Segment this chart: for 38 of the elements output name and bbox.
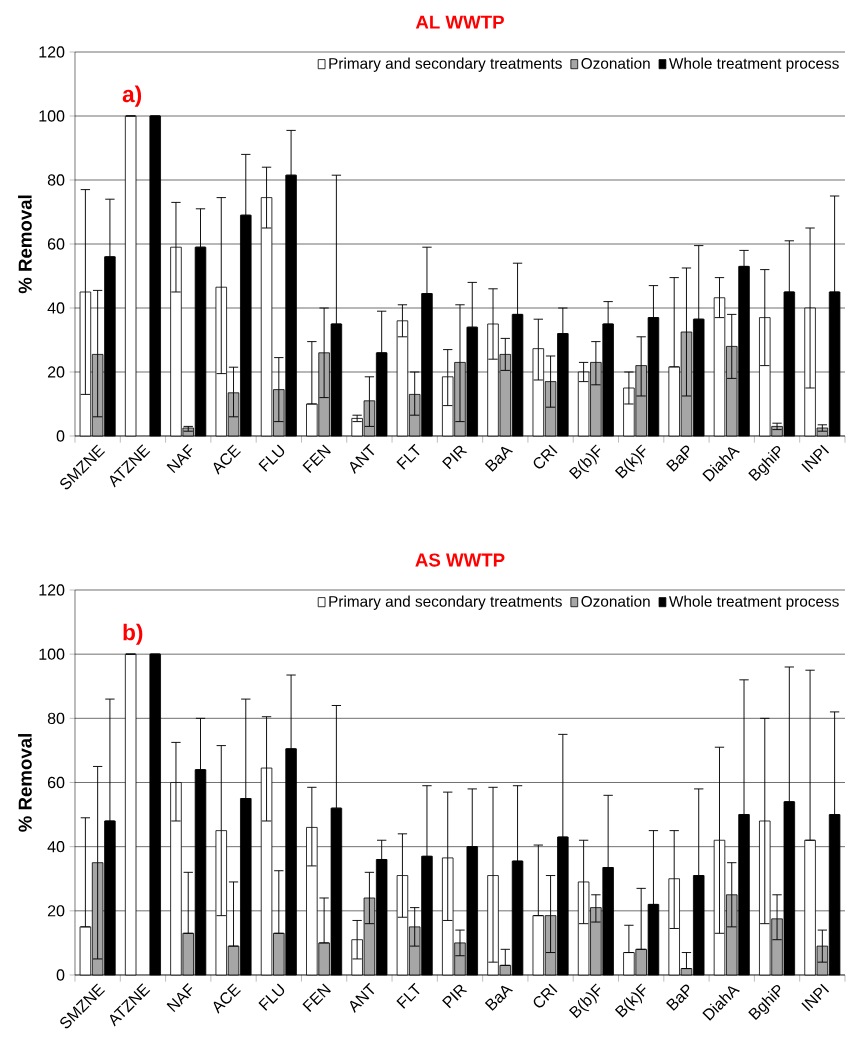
- y-tick-label: 20: [47, 905, 65, 917]
- y-tick-label: 0: [56, 969, 65, 981]
- x-tick-label: CRI: [533, 444, 558, 469]
- legend-label: Ozonation: [581, 57, 650, 69]
- y-tick-label: 120: [39, 46, 65, 58]
- x-tick-label: INPI: [801, 444, 830, 473]
- legend-label: Whole treatment process: [669, 57, 839, 72]
- y-axis-title: % Removal: [18, 734, 32, 832]
- y-tick-label: 100: [39, 648, 65, 660]
- y-tick-label: 120: [39, 584, 65, 596]
- x-tick-label: INPI: [801, 983, 830, 1012]
- x-tick-label: PIR: [442, 984, 468, 1009]
- x-tick-label: CRI: [533, 983, 558, 1008]
- annotation: a): [122, 85, 142, 107]
- x-tick-label: BaA: [484, 985, 514, 1011]
- x-tick-label: BaA: [484, 446, 514, 472]
- x-tick-label: FLT: [396, 443, 420, 470]
- x-tick-label: FLT: [396, 982, 420, 1009]
- chart-title: AL WWTP: [415, 15, 504, 29]
- y-tick-label: 80: [47, 712, 65, 724]
- y-axis-title: % Removal: [18, 195, 32, 294]
- legend-label: Whole treatment process: [669, 595, 839, 610]
- x-tick-label: BaP: [666, 984, 690, 1011]
- legend-label: Ozonation: [581, 595, 650, 607]
- y-tick-label: 80: [47, 174, 65, 186]
- y-tick-label: 40: [47, 302, 65, 314]
- y-tick-label: 0: [56, 430, 65, 442]
- y-tick-label: 20: [47, 366, 65, 378]
- y-tick-label: 40: [47, 841, 65, 853]
- chart-title: AS WWTP: [415, 553, 505, 567]
- legend-label: Primary and secondary treatments: [329, 595, 562, 610]
- x-tick-label: PIR: [442, 445, 468, 470]
- y-tick-label: 60: [47, 776, 65, 789]
- annotation: b): [123, 623, 143, 645]
- y-tick-label: 100: [39, 110, 65, 122]
- y-tick-label: 60: [47, 238, 65, 250]
- x-tick-label: BaP: [666, 445, 690, 472]
- legend-label: Primary and secondary treatments: [329, 57, 562, 72]
